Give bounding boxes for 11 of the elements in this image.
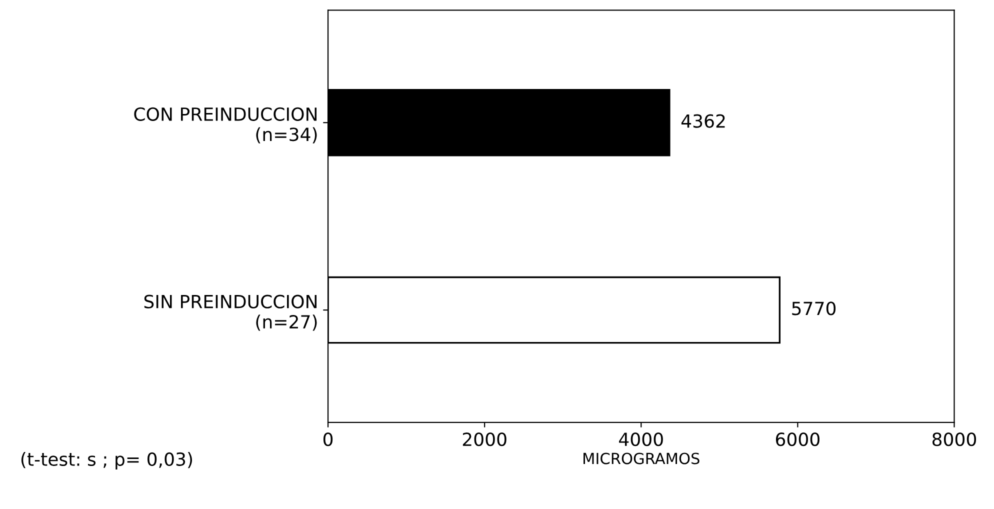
x-tick-label: 2000 [462,432,506,446]
data-label: 5770 [792,302,836,316]
text: (t-test: s ; p= 0,03) [21,452,192,470]
x-axis-title: MICROGRAMOS [584,452,700,464]
x-tick-label: 8000 [932,432,976,446]
y-tick-label: SIN PREINDUCCION (n=27) [144,294,317,331]
x-tick-label: 6000 [776,432,820,446]
x-tick-label: 0 [323,432,333,446]
y-tick-label: CON PREINDUCCION (n=34) [134,107,317,144]
data-label: 4362 [681,114,725,128]
x-tick-label: 4000 [619,432,663,446]
